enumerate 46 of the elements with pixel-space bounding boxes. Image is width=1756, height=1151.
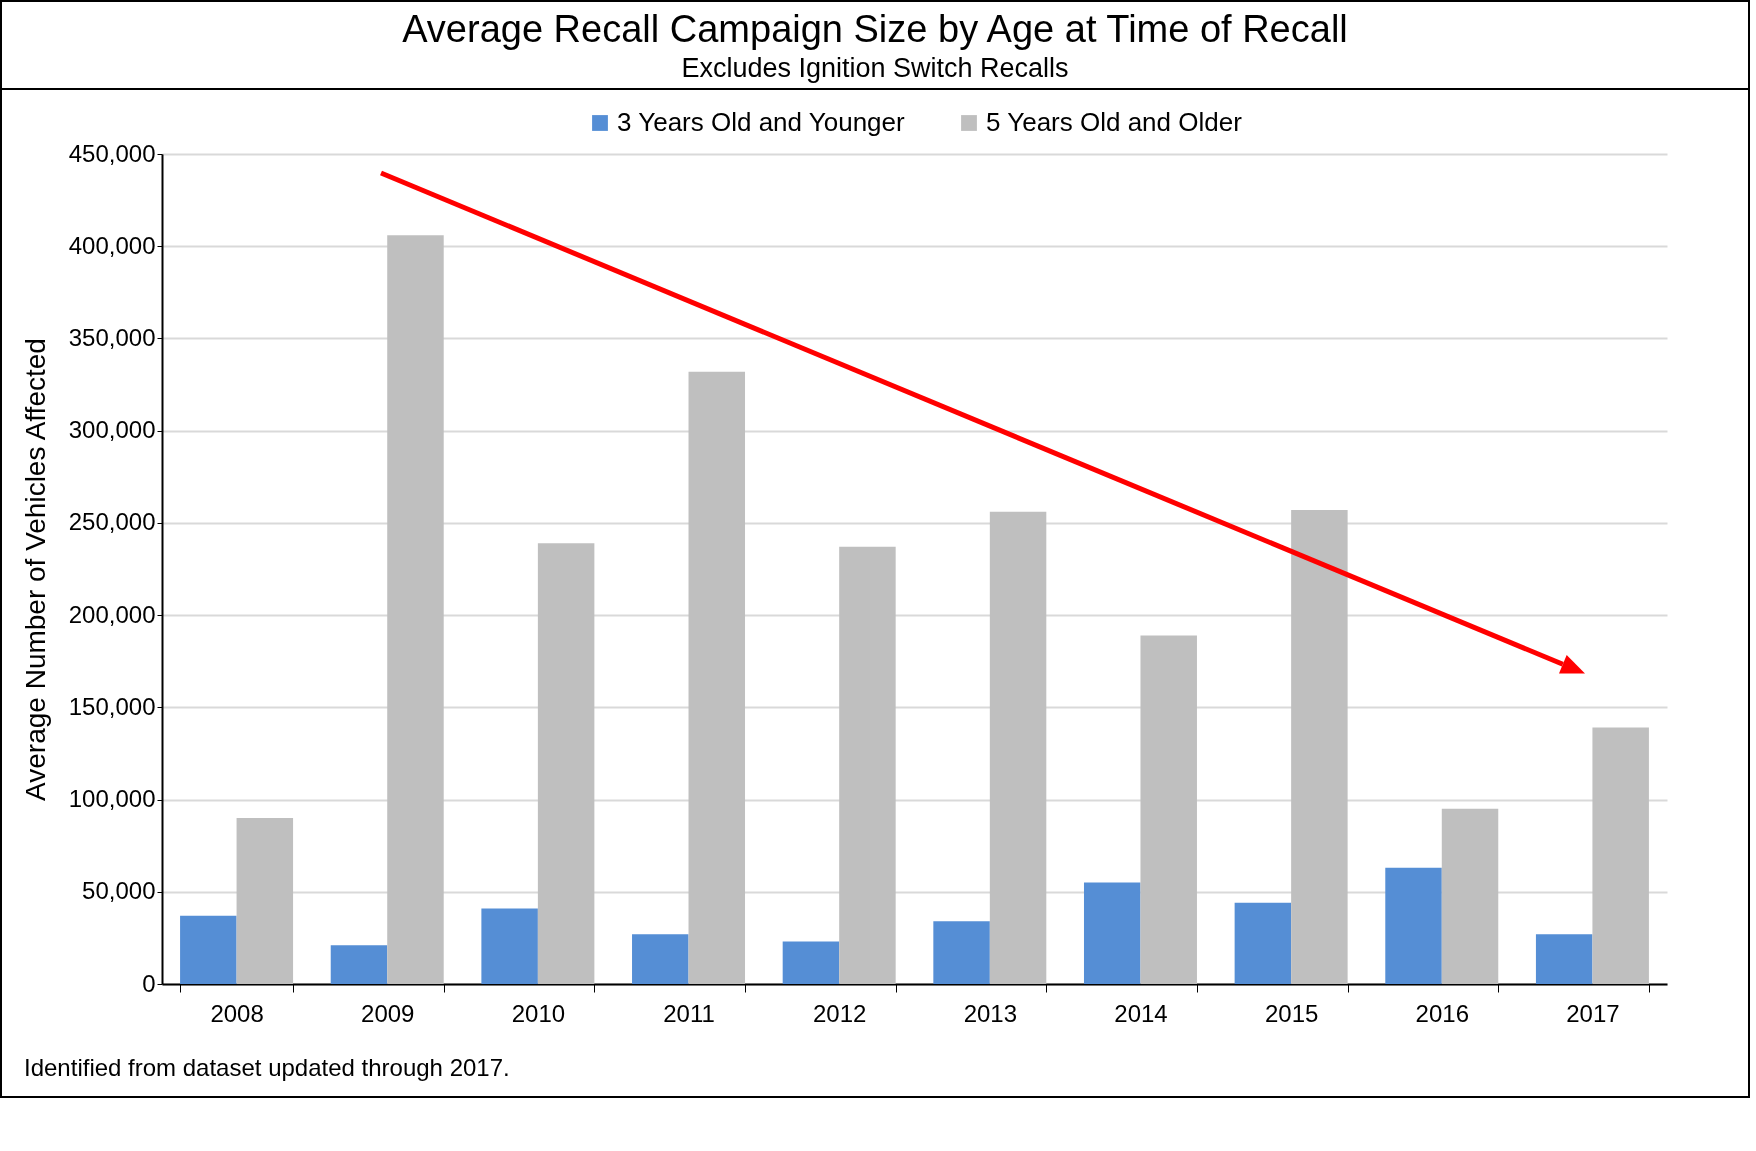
x-tick-label: 2010: [511, 999, 566, 1027]
bar: [537, 543, 595, 984]
y-tick-label: 250,000: [68, 508, 156, 536]
bar: [1535, 934, 1593, 984]
bar: [330, 945, 388, 984]
bar: [933, 921, 990, 984]
y-tick-label: 350,000: [68, 323, 156, 351]
bar: [387, 235, 444, 984]
y-tick-label: 450,000: [68, 139, 156, 167]
chart-subtitle: Excludes Ignition Switch Recalls: [680, 53, 1070, 84]
bar: [989, 511, 1047, 984]
y-axis-title: Average Number of Vehicles Affected: [19, 338, 51, 801]
x-tick-label: 2009: [361, 999, 415, 1027]
bar: [839, 546, 896, 984]
y-tick-label: 400,000: [68, 231, 156, 259]
legend-label: 3 Years Old and Younger: [617, 107, 906, 137]
x-tick-label: 2017: [1566, 999, 1620, 1027]
y-tick-label: 100,000: [68, 785, 156, 813]
bar: [1592, 727, 1649, 984]
legend-label: 5 Years Old and Older: [986, 107, 1243, 137]
bar: [1234, 902, 1292, 984]
bar: [1441, 808, 1499, 984]
bar: [180, 915, 237, 984]
x-tick-label: 2015: [1264, 999, 1319, 1027]
y-tick-label: 0: [142, 969, 156, 997]
y-tick-label: 300,000: [68, 416, 156, 444]
bar: [688, 371, 746, 984]
x-tick-label: 2013: [963, 999, 1018, 1027]
y-tick-label: 50,000: [82, 877, 156, 905]
chart-title: Average Recall Campaign Size by Age at Time of Recall: [401, 8, 1349, 51]
x-tick-label: 2014: [1114, 999, 1168, 1027]
bar: [632, 934, 689, 984]
x-tick-label: 2012: [812, 999, 867, 1027]
bar: [1083, 882, 1141, 984]
text: Identified from dataset updated through 2017.: [23, 1053, 511, 1083]
bar: [1291, 509, 1348, 984]
bar: [1385, 867, 1442, 984]
bar: [782, 941, 840, 984]
y-tick-label: 200,000: [68, 600, 156, 628]
bar: [236, 818, 294, 984]
x-tick-label: 2016: [1415, 999, 1469, 1027]
x-tick-label: 2008: [210, 999, 264, 1027]
y-tick-label: 150,000: [68, 692, 156, 720]
bar: [481, 908, 538, 984]
bar: [1140, 635, 1197, 984]
x-tick-label: 2011: [663, 999, 715, 1027]
